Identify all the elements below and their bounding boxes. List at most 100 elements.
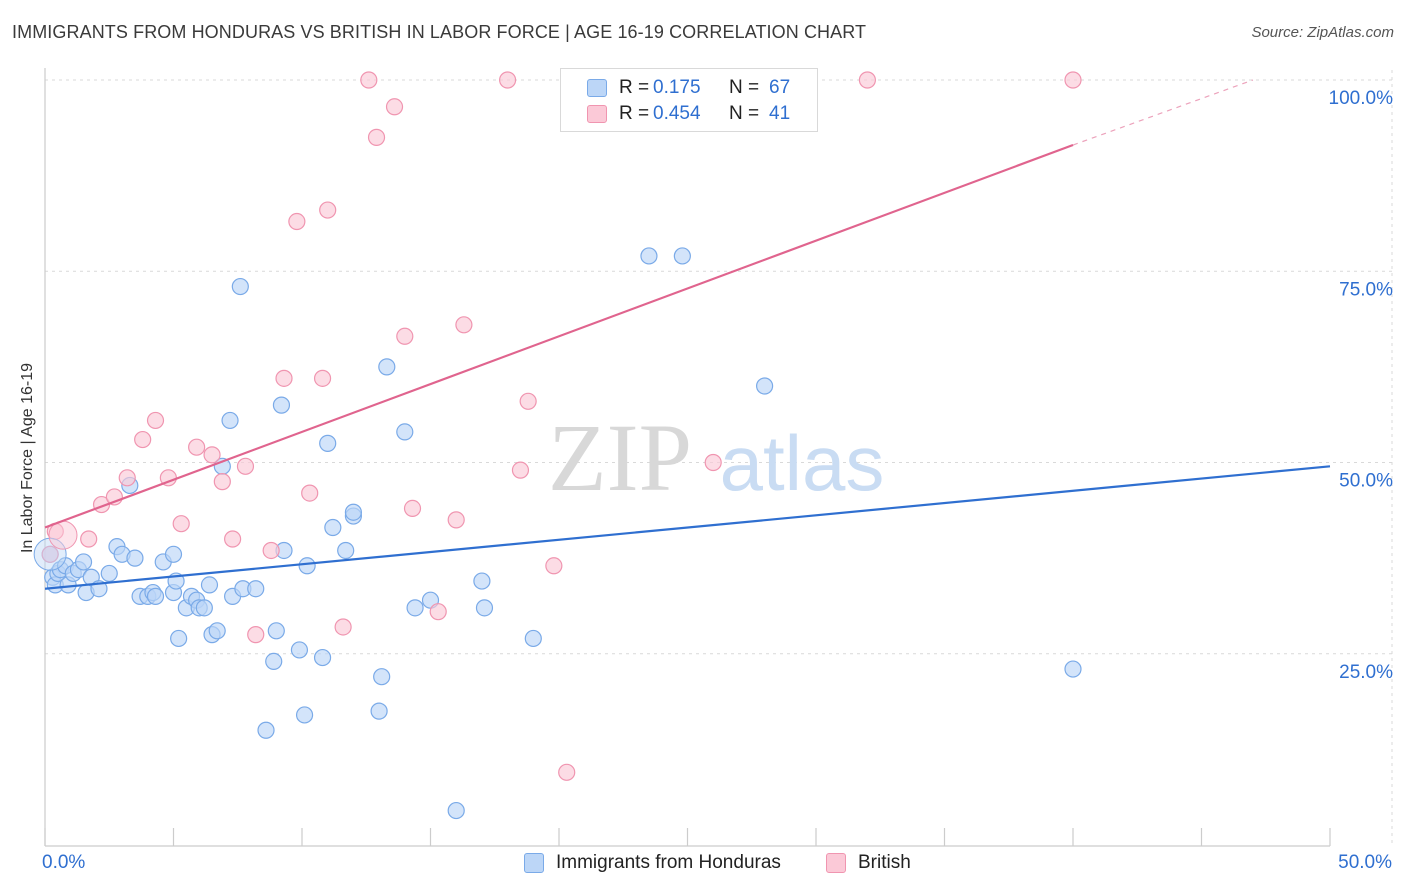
point-honduras — [370, 702, 388, 720]
point-honduras — [378, 358, 396, 376]
watermark-atlas: atlas — [720, 419, 885, 507]
point-british — [146, 411, 165, 430]
legend-item-honduras[interactable]: Immigrants from Honduras — [524, 852, 781, 874]
legend-r-value: 0.454 — [653, 103, 701, 124]
point-british — [319, 201, 337, 219]
point-british — [385, 98, 404, 116]
point-honduras — [247, 580, 265, 598]
point-honduras — [126, 549, 144, 567]
point-honduras — [475, 599, 494, 617]
point-honduras — [396, 423, 414, 441]
correlation-legend: R = 0.175 N = 67 R = 0.454 N = 41 — [560, 68, 818, 132]
legend-row-british: R = 0.454 N = 41 — [587, 102, 790, 126]
point-honduras — [208, 622, 226, 640]
point-british — [704, 453, 722, 472]
point-honduras — [146, 587, 165, 605]
point-british — [118, 469, 136, 487]
y-tick-labels: 25.0% 50.0% 75.0% 100.0% — [1329, 88, 1394, 683]
point-honduras — [265, 652, 283, 671]
point-british — [367, 128, 386, 146]
point-british — [213, 473, 231, 491]
point-honduras — [272, 396, 291, 414]
point-british — [360, 71, 378, 89]
point-british — [301, 484, 319, 502]
axes — [44, 68, 1331, 847]
y-tick-label: 100.0% — [1329, 88, 1394, 109]
point-british — [558, 763, 576, 781]
point-british — [455, 316, 473, 334]
point-honduras — [673, 247, 691, 265]
x-tick-label-max: 50.0% — [1338, 852, 1392, 873]
point-british — [396, 327, 414, 345]
point-british — [224, 530, 242, 548]
legend-r-label: R = — [619, 103, 650, 124]
point-honduras — [313, 648, 332, 667]
legend-label-honduras: Immigrants from Honduras — [556, 852, 781, 873]
watermark-zip: ZIP — [548, 404, 692, 511]
point-british — [403, 499, 422, 517]
point-british — [519, 392, 537, 410]
point-british — [188, 438, 206, 456]
legend-n-label: N = — [729, 77, 760, 98]
point-british — [1064, 71, 1082, 89]
point-honduras — [231, 277, 249, 296]
legend-n-value: 41 — [769, 103, 791, 124]
point-honduras — [221, 411, 239, 430]
trendline-british-extension — [1072, 79, 1254, 146]
point-british — [80, 530, 98, 548]
point-honduras — [524, 629, 542, 648]
y-axis-label: In Labor Force | Age 16-19 — [19, 362, 36, 554]
point-honduras — [195, 599, 213, 617]
chart-source: Source: ZipAtlas.com — [1251, 24, 1394, 41]
point-british — [447, 511, 465, 529]
point-british — [545, 557, 563, 575]
y-tick-label: 75.0% — [1339, 279, 1393, 300]
point-british — [499, 71, 517, 89]
legend-swatch-pink — [826, 853, 846, 873]
legend-label-british: British — [858, 852, 911, 873]
point-british — [41, 545, 59, 563]
legend-swatch-blue — [587, 79, 607, 97]
point-british — [334, 618, 352, 636]
legend-n-label: N = — [729, 103, 760, 124]
point-honduras — [100, 564, 118, 583]
point-honduras — [324, 518, 342, 537]
legend-row-honduras: R = 0.175 N = 67 — [587, 76, 790, 100]
trendline-british — [44, 143, 1074, 529]
point-british — [262, 541, 280, 560]
x-tick-label-min: 0.0% — [42, 852, 86, 873]
point-british — [313, 369, 332, 387]
series-legend: Immigrants from Honduras British — [0, 852, 1406, 878]
point-british — [134, 430, 152, 449]
point-honduras — [344, 503, 362, 521]
legend-r-value: 0.175 — [653, 77, 701, 98]
y-tick-label: 50.0% — [1339, 471, 1393, 492]
trendline-honduras — [44, 465, 1331, 590]
point-honduras — [337, 541, 355, 560]
point-honduras — [164, 545, 183, 563]
y-tick-label: 25.0% — [1339, 662, 1393, 683]
point-honduras — [447, 801, 465, 820]
point-honduras — [200, 576, 219, 594]
legend-n-value: 67 — [769, 77, 791, 98]
legend-r-label: R = — [619, 77, 650, 98]
point-honduras — [298, 557, 316, 575]
point-british — [247, 626, 265, 644]
point-honduras — [473, 572, 491, 590]
point-honduras — [257, 721, 275, 739]
point-british — [203, 446, 221, 464]
point-honduras — [319, 434, 337, 452]
watermark: ZIP atlas — [548, 404, 884, 511]
point-honduras — [1064, 660, 1082, 678]
legend-swatch-pink — [587, 105, 607, 123]
point-honduras — [640, 247, 658, 265]
point-honduras — [170, 629, 188, 648]
point-british — [429, 603, 447, 621]
point-british — [275, 369, 293, 387]
point-british — [511, 461, 530, 479]
grid-lines — [45, 70, 1393, 846]
point-honduras — [755, 377, 774, 395]
legend-item-british[interactable]: British — [826, 852, 911, 874]
legend-swatch-blue — [524, 853, 544, 873]
